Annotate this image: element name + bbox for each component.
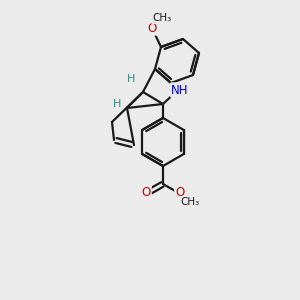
Text: NH: NH xyxy=(171,83,189,97)
Text: O: O xyxy=(147,22,157,34)
Text: O: O xyxy=(141,185,151,199)
Text: CH₃: CH₃ xyxy=(152,13,172,23)
Text: O: O xyxy=(176,185,184,199)
Text: H: H xyxy=(113,99,121,109)
Text: CH₃: CH₃ xyxy=(180,197,200,207)
Text: H: H xyxy=(127,74,135,84)
